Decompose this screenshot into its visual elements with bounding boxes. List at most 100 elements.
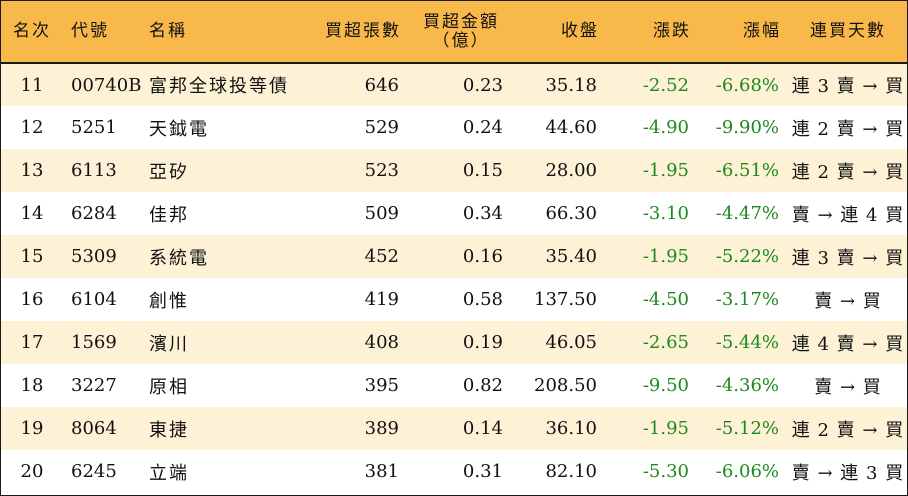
- cell-buy-shares: 419: [364, 289, 399, 310]
- cell-buy-amount: 0.58: [462, 289, 503, 310]
- cell-close: 44.60: [545, 117, 597, 138]
- cell-streak: 連 2 賣 → 買: [791, 161, 905, 183]
- cell-buy-amount: 0.23: [462, 74, 503, 96]
- cell-code: 5251: [71, 117, 117, 138]
- cell-rank: 11: [20, 74, 44, 96]
- cell-rank: 15: [20, 246, 44, 267]
- cell-code: 6104: [71, 289, 117, 310]
- cell-change-pct: -4.47%: [715, 203, 779, 224]
- cell-close: 208.50: [534, 375, 597, 396]
- cell-change: -1.95: [642, 418, 689, 439]
- cell-buy-amount: 0.19: [462, 332, 503, 353]
- cell-rank: 12: [20, 117, 44, 138]
- cell-streak: 連 3 賣 → 買: [791, 76, 905, 97]
- table-row: 16 6104 創惟 419 0.58 137.50 -4.50 -3.17% …: [1, 278, 907, 321]
- cell-name: 亞矽: [149, 161, 189, 183]
- header-name: 名稱: [145, 1, 305, 64]
- cell-rank: 13: [20, 160, 44, 181]
- cell-name: 佳邦: [149, 204, 189, 226]
- cell-buy-amount: 0.14: [462, 418, 503, 439]
- cell-change: -3.10: [642, 203, 689, 224]
- cell-streak: 連 3 賣 → 買: [791, 247, 905, 269]
- header-streak: 連買天數: [789, 1, 907, 64]
- cell-name: 立端: [149, 462, 189, 484]
- cell-name: 濱川: [149, 333, 189, 355]
- header-buy-amount: 買超金額 （億）: [409, 1, 513, 64]
- cell-buy-shares: 452: [364, 246, 399, 267]
- cell-buy-shares: 395: [364, 375, 399, 396]
- cell-buy-amount: 0.15: [462, 160, 503, 181]
- cell-change-pct: -6.68%: [715, 74, 779, 96]
- cell-close: 35.18: [545, 74, 597, 96]
- cell-close: 82.10: [545, 461, 597, 482]
- cell-buy-shares: 509: [364, 203, 399, 224]
- cell-buy-amount: 0.34: [462, 203, 503, 224]
- cell-buy-amount: 0.16: [462, 246, 503, 267]
- header-buy-amount-line1: 買超金額: [423, 11, 499, 32]
- cell-buy-shares: 529: [364, 117, 399, 138]
- cell-code: 6284: [71, 203, 117, 224]
- cell-streak: 賣 → 連 3 買: [791, 462, 905, 484]
- cell-change-pct: -5.12%: [715, 418, 779, 439]
- header-rank: 名次: [1, 1, 63, 64]
- cell-buy-amount: 0.24: [462, 117, 503, 138]
- cell-buy-shares: 381: [364, 461, 399, 482]
- cell-change-pct: -5.22%: [715, 246, 779, 267]
- cell-change: -1.95: [642, 160, 689, 181]
- cell-code: 6113: [71, 160, 117, 181]
- cell-change: -2.52: [642, 74, 689, 96]
- cell-change: -2.65: [642, 332, 689, 353]
- cell-rank: 20: [20, 461, 44, 482]
- table-row: 18 3227 原相 395 0.82 208.50 -9.50 -4.36% …: [1, 364, 907, 407]
- cell-rank: 16: [20, 289, 44, 310]
- cell-change: -4.90: [642, 117, 689, 138]
- cell-code: 5309: [71, 246, 117, 267]
- cell-close: 137.50: [534, 289, 597, 310]
- table-row: 14 6284 佳邦 509 0.34 66.30 -3.10 -4.47% 賣…: [1, 192, 907, 235]
- cell-streak: 賣 → 買: [814, 376, 882, 398]
- cell-name: 富邦全球投等債: [149, 76, 289, 97]
- cell-streak: 連 2 賣 → 買: [791, 118, 905, 140]
- cell-close: 46.05: [545, 332, 597, 353]
- cell-rank: 14: [20, 203, 44, 224]
- cell-change: -4.50: [642, 289, 689, 310]
- cell-close: 35.40: [545, 246, 597, 267]
- cell-name: 創惟: [149, 290, 189, 312]
- cell-name: 天鉞電: [149, 118, 209, 140]
- cell-streak: 賣 → 買: [814, 290, 882, 312]
- cell-name: 系統電: [149, 247, 209, 269]
- cell-buy-shares: 389: [364, 418, 399, 439]
- cell-name: 東捷: [149, 419, 189, 441]
- cell-code: 8064: [71, 418, 117, 439]
- cell-code: 3227: [71, 375, 117, 396]
- cell-rank: 19: [20, 418, 44, 439]
- cell-rank: 18: [20, 375, 44, 396]
- cell-buy-shares: 408: [364, 332, 399, 353]
- table-row: 12 5251 天鉞電 529 0.24 44.60 -4.90 -9.90% …: [1, 106, 907, 149]
- cell-code: 6245: [71, 461, 117, 482]
- cell-change-pct: -9.90%: [715, 117, 779, 138]
- cell-change-pct: -6.51%: [715, 160, 779, 181]
- table-header: 名次 代號 名稱 買超張數 買超金額 （億） 收盤 漲跌 漲幅 連買天數: [1, 1, 907, 64]
- cell-code: 00740B: [71, 74, 142, 96]
- cell-streak: 連 4 賣 → 買: [791, 333, 905, 355]
- table-row: 15 5309 系統電 452 0.16 35.40 -1.95 -5.22% …: [1, 235, 907, 278]
- cell-name: 原相: [149, 376, 189, 398]
- cell-code: 1569: [71, 332, 117, 353]
- cell-close: 28.00: [545, 160, 597, 181]
- cell-change: -5.30: [642, 461, 689, 482]
- cell-buy-amount: 0.82: [462, 375, 503, 396]
- table-row: 17 1569 濱川 408 0.19 46.05 -2.65 -5.44% 連…: [1, 321, 907, 364]
- cell-change-pct: -4.36%: [715, 375, 779, 396]
- cell-streak: 賣 → 連 4 買: [791, 204, 905, 226]
- cell-change: -9.50: [642, 375, 689, 396]
- table-row: 19 8064 東捷 389 0.14 36.10 -1.95 -5.12% 連…: [1, 407, 907, 450]
- header-change-pct: 漲幅: [699, 1, 789, 64]
- table-row: 13 6113 亞矽 523 0.15 28.00 -1.95 -6.51% 連…: [1, 149, 907, 192]
- cell-rank: 17: [20, 332, 44, 353]
- table-row: 20 6245 立端 381 0.31 82.10 -5.30 -6.06% 賣…: [1, 450, 907, 493]
- cell-streak: 連 2 賣 → 買: [791, 419, 905, 441]
- cell-change-pct: -5.44%: [715, 332, 779, 353]
